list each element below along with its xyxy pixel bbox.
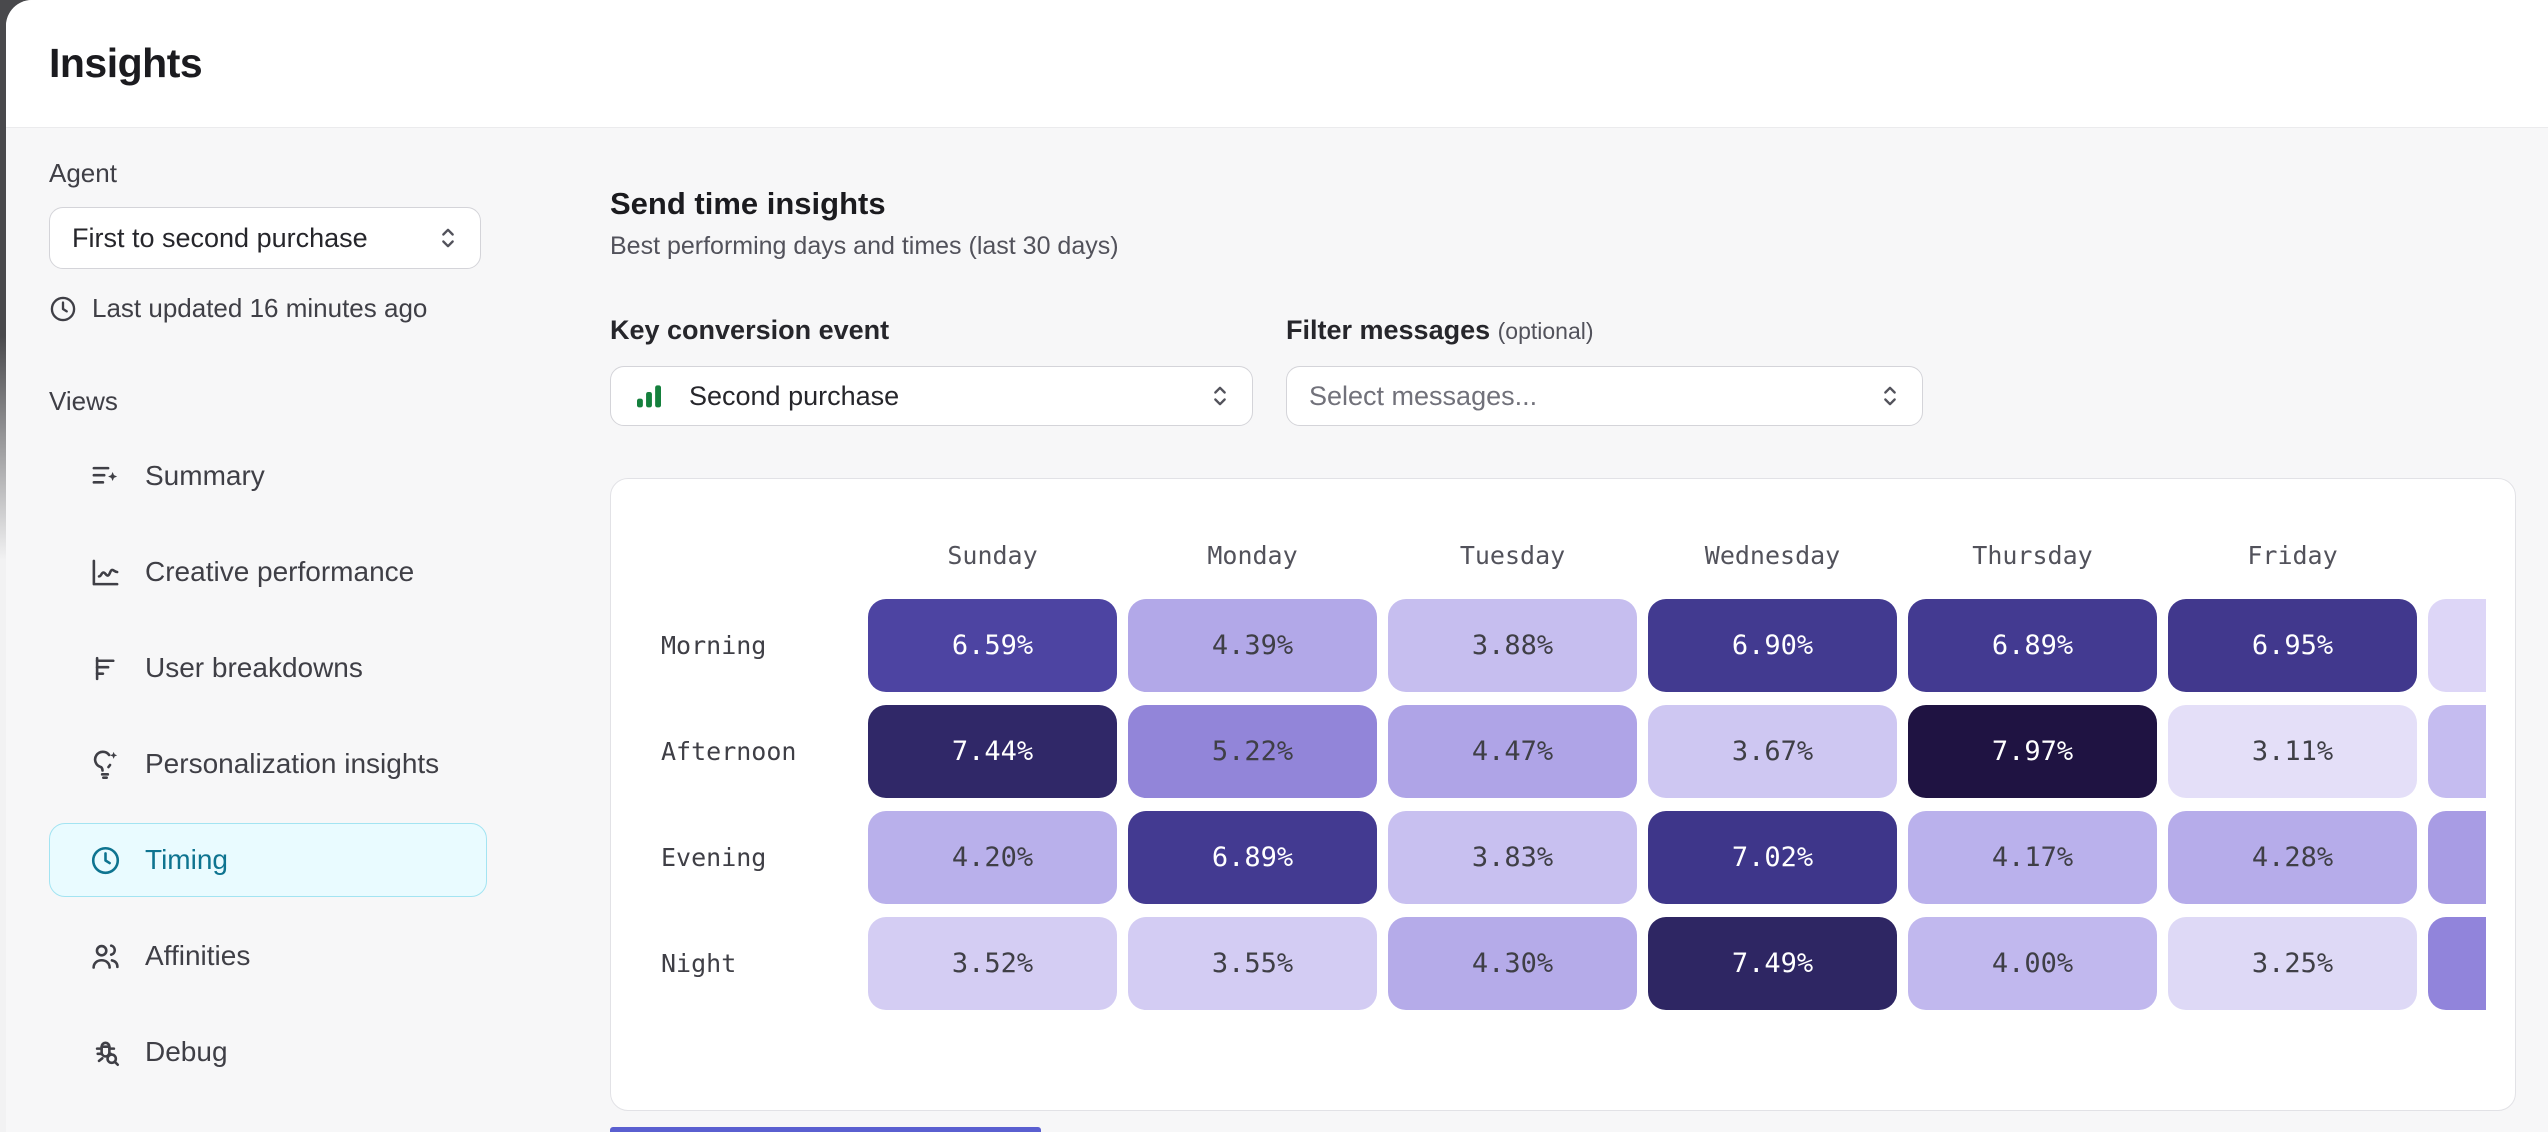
heatmap-card: Sunday Monday Tuesday Wednesday Thursday Frid… <box>610 478 2516 1111</box>
heatmap-cell-partial <box>2428 917 2486 1010</box>
chart-line-icon <box>90 557 121 588</box>
clock-icon <box>50 296 76 321</box>
heatmap-day-header: Wednesday <box>1704 541 1841 570</box>
heatmap-cell-friday-evening: 4.28% <box>2168 811 2417 904</box>
clock-icon <box>90 845 121 876</box>
optional-hint: (optional) <box>1497 318 1594 344</box>
sidebar-item-label: User breakdowns <box>145 652 363 683</box>
sidebar-item-label: Summary <box>145 460 265 491</box>
heatmap-cell-wednesday-evening: 7.02% <box>1648 811 1897 904</box>
section-subtitle: Best performing days and times (last 30 … <box>610 232 1119 260</box>
bar-chart-icon <box>637 385 661 408</box>
heatmap-cell-partial <box>2428 599 2486 692</box>
conversion-event-value: Second purchase <box>689 380 900 411</box>
app-window: Insights Agent First to second purchase … <box>6 0 2548 1132</box>
section-title: Send time insights <box>610 186 886 221</box>
heatmap-row-label: Afternoon <box>661 737 797 766</box>
heatmap-cell-monday-evening: 6.89% <box>1128 811 1377 904</box>
users-icon <box>90 941 121 972</box>
last-updated-text: Last updated 16 minutes ago <box>92 293 428 323</box>
main-panel: Send time insights Best performing days … <box>543 128 2548 1132</box>
heatmap-cell-sunday-afternoon: 7.44% <box>868 705 1117 798</box>
heatmap-cell-sunday-evening: 4.20% <box>868 811 1117 904</box>
heatmap-cell-wednesday-morning: 6.90% <box>1648 599 1897 692</box>
page-title: Insights <box>49 40 203 86</box>
filter-messages-placeholder: Select messages... <box>1309 380 1538 411</box>
summary-icon <box>90 461 121 492</box>
chevrons-up-down-icon <box>1214 386 1226 406</box>
heatmap-cell-monday-morning: 4.39% <box>1128 599 1377 692</box>
heatmap-cell-sunday-morning: 6.59% <box>868 599 1117 692</box>
heatmap-cell-sunday-night: 3.52% <box>868 917 1117 1010</box>
heatmap-cell-partial <box>2428 811 2486 904</box>
chevrons-up-down-icon <box>1884 386 1896 406</box>
heatmap-cell-thursday-evening: 4.17% <box>1908 811 2157 904</box>
page-header: Insights <box>6 0 2548 128</box>
sidebar-item-label: Creative performance <box>145 556 415 587</box>
heatmap-row-label: Morning <box>661 631 767 660</box>
views-nav: Summary Creative performance User breakdow… <box>49 439 543 1089</box>
heatmap-cell-thursday-night: 4.00% <box>1908 917 2157 1010</box>
heatmap-cell-partial <box>2428 705 2486 798</box>
agent-label: Agent <box>49 158 117 188</box>
sidebar: Agent First to second purchase Last upda… <box>6 128 543 1132</box>
heatmap-cell-monday-afternoon: 5.22% <box>1128 705 1377 798</box>
heatmap-cell-wednesday-night: 7.49% <box>1648 917 1897 1010</box>
agent-select-value: First to second purchase <box>72 222 368 253</box>
views-label: Views <box>49 386 118 416</box>
heatmap-cell-tuesday-evening: 3.83% <box>1388 811 1637 904</box>
conversion-event-label: Key conversion event <box>610 315 890 345</box>
heatmap-cell-thursday-afternoon: 7.97% <box>1908 705 2157 798</box>
heatmap-cell-friday-morning: 6.95% <box>2168 599 2417 692</box>
heatmap-day-header: Friday <box>2247 541 2338 570</box>
send-time-heatmap: Sunday Monday Tuesday Wednesday Thursday Frid… <box>661 541 2515 1010</box>
breakdown-filter-icon <box>90 653 121 684</box>
sidebar-item-debug[interactable]: Debug <box>49 1015 487 1089</box>
heatmap-day-header: Sunday <box>947 541 1038 570</box>
heatmap-day-header: Thursday <box>1972 541 2093 570</box>
heatmap-cell-tuesday-afternoon: 4.47% <box>1388 705 1637 798</box>
agent-select[interactable]: First to second purchase <box>49 207 481 269</box>
sidebar-item-label: Timing <box>145 844 228 875</box>
conversion-event-select[interactable]: Second purchase <box>610 366 1253 426</box>
heatmap-corner-spacer <box>661 570 857 586</box>
heatmap-day-header: Tuesday <box>1459 541 1566 570</box>
sidebar-item-personalization-insights[interactable]: Personalization insights <box>49 727 487 801</box>
heatmap-cell-wednesday-afternoon: 3.67% <box>1648 705 1897 798</box>
sidebar-item-affinities[interactable]: Affinities <box>49 919 487 993</box>
heatmap-row-label: Night <box>661 949 737 978</box>
filter-messages-label: Filter messages (optional) <box>1286 315 1594 345</box>
horizontal-scrollbar[interactable] <box>610 1127 1041 1132</box>
lightbulb-sparkle-icon <box>90 749 121 780</box>
chevrons-up-down-icon <box>442 228 454 248</box>
heatmap-cell-friday-afternoon: 3.11% <box>2168 705 2417 798</box>
heatmap-day-header: Monday <box>1207 541 1298 570</box>
heatmap-cell-monday-night: 3.55% <box>1128 917 1377 1010</box>
sidebar-item-summary[interactable]: Summary <box>49 439 487 513</box>
sidebar-item-label: Affinities <box>145 940 251 971</box>
filter-messages-select[interactable]: Select messages... <box>1286 366 1923 426</box>
heatmap-cell-tuesday-morning: 3.88% <box>1388 599 1637 692</box>
sidebar-item-user-breakdowns[interactable]: User breakdowns <box>49 631 487 705</box>
sidebar-item-creative-performance[interactable]: Creative performance <box>49 535 487 609</box>
sidebar-item-timing[interactable]: Timing <box>49 823 487 897</box>
heatmap-cell-tuesday-night: 4.30% <box>1388 917 1637 1010</box>
sidebar-item-label: Personalization insights <box>145 748 440 779</box>
heatmap-partial-day-header <box>2428 570 2486 586</box>
heatmap-row-label: Evening <box>661 843 767 872</box>
sidebar-item-label: Debug <box>145 1036 228 1067</box>
last-updated: Last updated 16 minutes ago <box>49 293 543 324</box>
heatmap-cell-friday-night: 3.25% <box>2168 917 2417 1010</box>
heatmap-cell-thursday-morning: 6.89% <box>1908 599 2157 692</box>
bug-search-icon <box>90 1037 121 1068</box>
